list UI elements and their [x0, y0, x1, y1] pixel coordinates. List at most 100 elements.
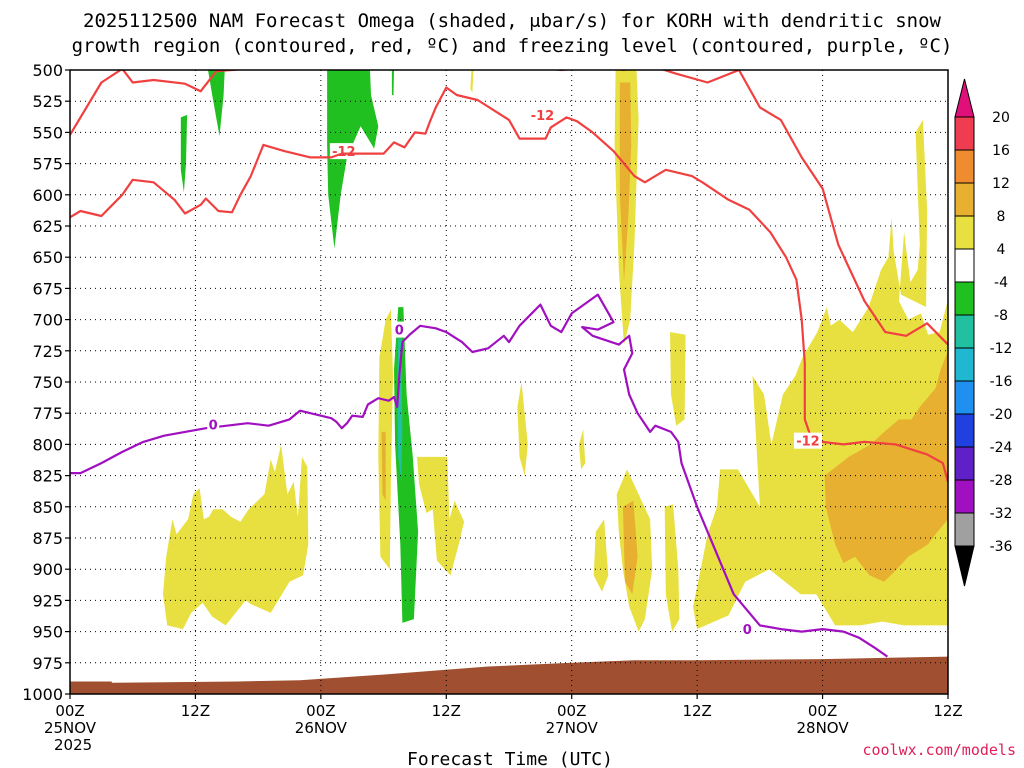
- omega-region-green-c: [327, 70, 379, 249]
- contour-label-freezing-level: 0: [209, 418, 218, 433]
- colorbar-label: -36: [990, 539, 1013, 555]
- contour-label-bg: [528, 106, 557, 123]
- y-tick-label: 675: [32, 279, 63, 298]
- colorbar-label: 12: [992, 176, 1010, 192]
- colorbar-label: 16: [992, 143, 1010, 159]
- y-tick-label: 700: [32, 311, 63, 330]
- x-tick-label: 12Z: [682, 702, 711, 720]
- chart-title-line1: 2025112500 NAM Forecast Omega (shaded, μ…: [83, 10, 941, 32]
- omega-region-yellow-4: [517, 382, 528, 476]
- contour-label-dgz-lower: -12: [796, 435, 820, 450]
- y-tick-label: 950: [32, 623, 63, 642]
- colorbar-swatch: [954, 182, 975, 217]
- contour-label-bg: [793, 432, 822, 449]
- x-axis-title: Forecast Time (UTC): [407, 749, 613, 768]
- x-tick-label: 12Z: [181, 702, 210, 720]
- y-tick-label: 900: [32, 560, 63, 579]
- omega-region-orange-2: [381, 431, 386, 501]
- y-tick-label: 550: [32, 123, 63, 142]
- x-tick-label: 27NOV: [546, 719, 599, 737]
- colorbar-label: -24: [990, 440, 1013, 456]
- y-tick-label: 800: [32, 435, 63, 454]
- terrain-fill: [70, 656, 948, 694]
- omega-region-green-b: [180, 114, 188, 193]
- colorbar-label: -8: [994, 308, 1008, 324]
- y-tick-label: 575: [32, 155, 63, 174]
- colorbar-label: 4: [997, 242, 1006, 258]
- omega-region-yellow-11: [470, 70, 474, 93]
- y-tick-label: 825: [32, 467, 63, 486]
- colorbar-swatch: [954, 380, 975, 415]
- colorbar-label: -32: [990, 506, 1013, 522]
- y-tick-label: 650: [32, 248, 63, 267]
- omega-region-yellow-10: [664, 504, 680, 632]
- y-tick-label: 600: [32, 186, 63, 205]
- colorbar-bottom-arrow: [954, 545, 975, 587]
- y-tick-label: 750: [32, 373, 63, 392]
- colorbar-swatch: [954, 479, 975, 514]
- y-tick-label: 525: [32, 92, 63, 111]
- colorbar-swatch: [954, 446, 975, 481]
- x-tick-label: 25NOV: [44, 719, 97, 737]
- contour-label-bg: [393, 321, 406, 338]
- y-tick-label: 850: [32, 498, 63, 517]
- x-tick-label: 26NOV: [295, 719, 348, 737]
- colorbar-swatch: [954, 215, 975, 250]
- colorbar-swatch: [954, 347, 975, 382]
- colorbar-label: -12: [990, 341, 1013, 357]
- y-tick-label: 875: [32, 529, 63, 548]
- contour-label-bg: [207, 416, 220, 433]
- colorbar-swatch: [954, 281, 975, 316]
- omega-region-green-a: [208, 70, 225, 137]
- omega-region-yellow-1: [163, 444, 309, 630]
- colorbar-swatch: [954, 149, 975, 184]
- x-tick-label: 12Z: [432, 702, 461, 720]
- colorbar: 20 16 12 8 4 -4 -8 -12 -16 -20 -24 -28 -32 -36: [954, 78, 1013, 587]
- contour-dgz-upper: [70, 70, 948, 346]
- colorbar-label: -16: [990, 374, 1013, 390]
- colorbar-swatch: [954, 314, 975, 349]
- contour-label-dgz-upper: -12: [531, 109, 555, 124]
- omega-region-yellow-9: [670, 332, 686, 426]
- credit-text: coolwx.com/models: [862, 741, 1016, 759]
- chart-title-line2: growth region (contoured, red, ºC) and f…: [72, 35, 953, 57]
- y-tick-label: 725: [32, 342, 63, 361]
- contour-label-bg: [741, 621, 754, 638]
- y-tick-label: 975: [32, 654, 63, 673]
- omega-region-green-d: [391, 70, 394, 95]
- x-tick-label: 28NOV: [797, 719, 850, 737]
- x-tick-label: 00Z: [808, 702, 837, 720]
- colorbar-label: -4: [994, 275, 1008, 291]
- y-tick-label: 500: [32, 61, 63, 80]
- y-tick-label: 775: [32, 404, 63, 423]
- x-tick-label: 00Z: [557, 702, 586, 720]
- colorbar-label: -20: [990, 407, 1013, 423]
- contour-freezing-level: [70, 293, 889, 658]
- x-tick-label: 2025: [54, 736, 92, 754]
- omega-region-orange-7: [622, 500, 638, 595]
- y-tick-label: 1000: [22, 685, 63, 704]
- colorbar-swatch: [954, 512, 975, 547]
- omega-region-yellow-8: [593, 519, 609, 592]
- contour-dgz-lower: [70, 86, 948, 483]
- omega-region-yellow-3: [417, 456, 465, 576]
- contour-label-freezing-level: 0: [743, 623, 752, 638]
- x-tick-label: 00Z: [55, 702, 84, 720]
- omega-region-orange-big: [824, 350, 948, 582]
- x-tick-label: 00Z: [306, 702, 335, 720]
- y-tick-label: 625: [32, 217, 63, 236]
- colorbar-swatch: [954, 116, 975, 151]
- omega-region-orange-6: [619, 82, 632, 283]
- contour-label-freezing-level: 0: [395, 324, 404, 339]
- colorbar-label: 8: [997, 209, 1006, 225]
- y-axis: 500 525 550 575 600 625 650 675 700 725 750 775 800 8…: [22, 61, 70, 704]
- omega-region-yellow-5: [579, 429, 586, 470]
- colorbar-swatch: [954, 413, 975, 448]
- x-tick-label: 12Z: [933, 702, 962, 720]
- colorbar-label: -28: [990, 473, 1013, 489]
- grid-layer: [70, 70, 948, 694]
- y-tick-label: 925: [32, 591, 63, 610]
